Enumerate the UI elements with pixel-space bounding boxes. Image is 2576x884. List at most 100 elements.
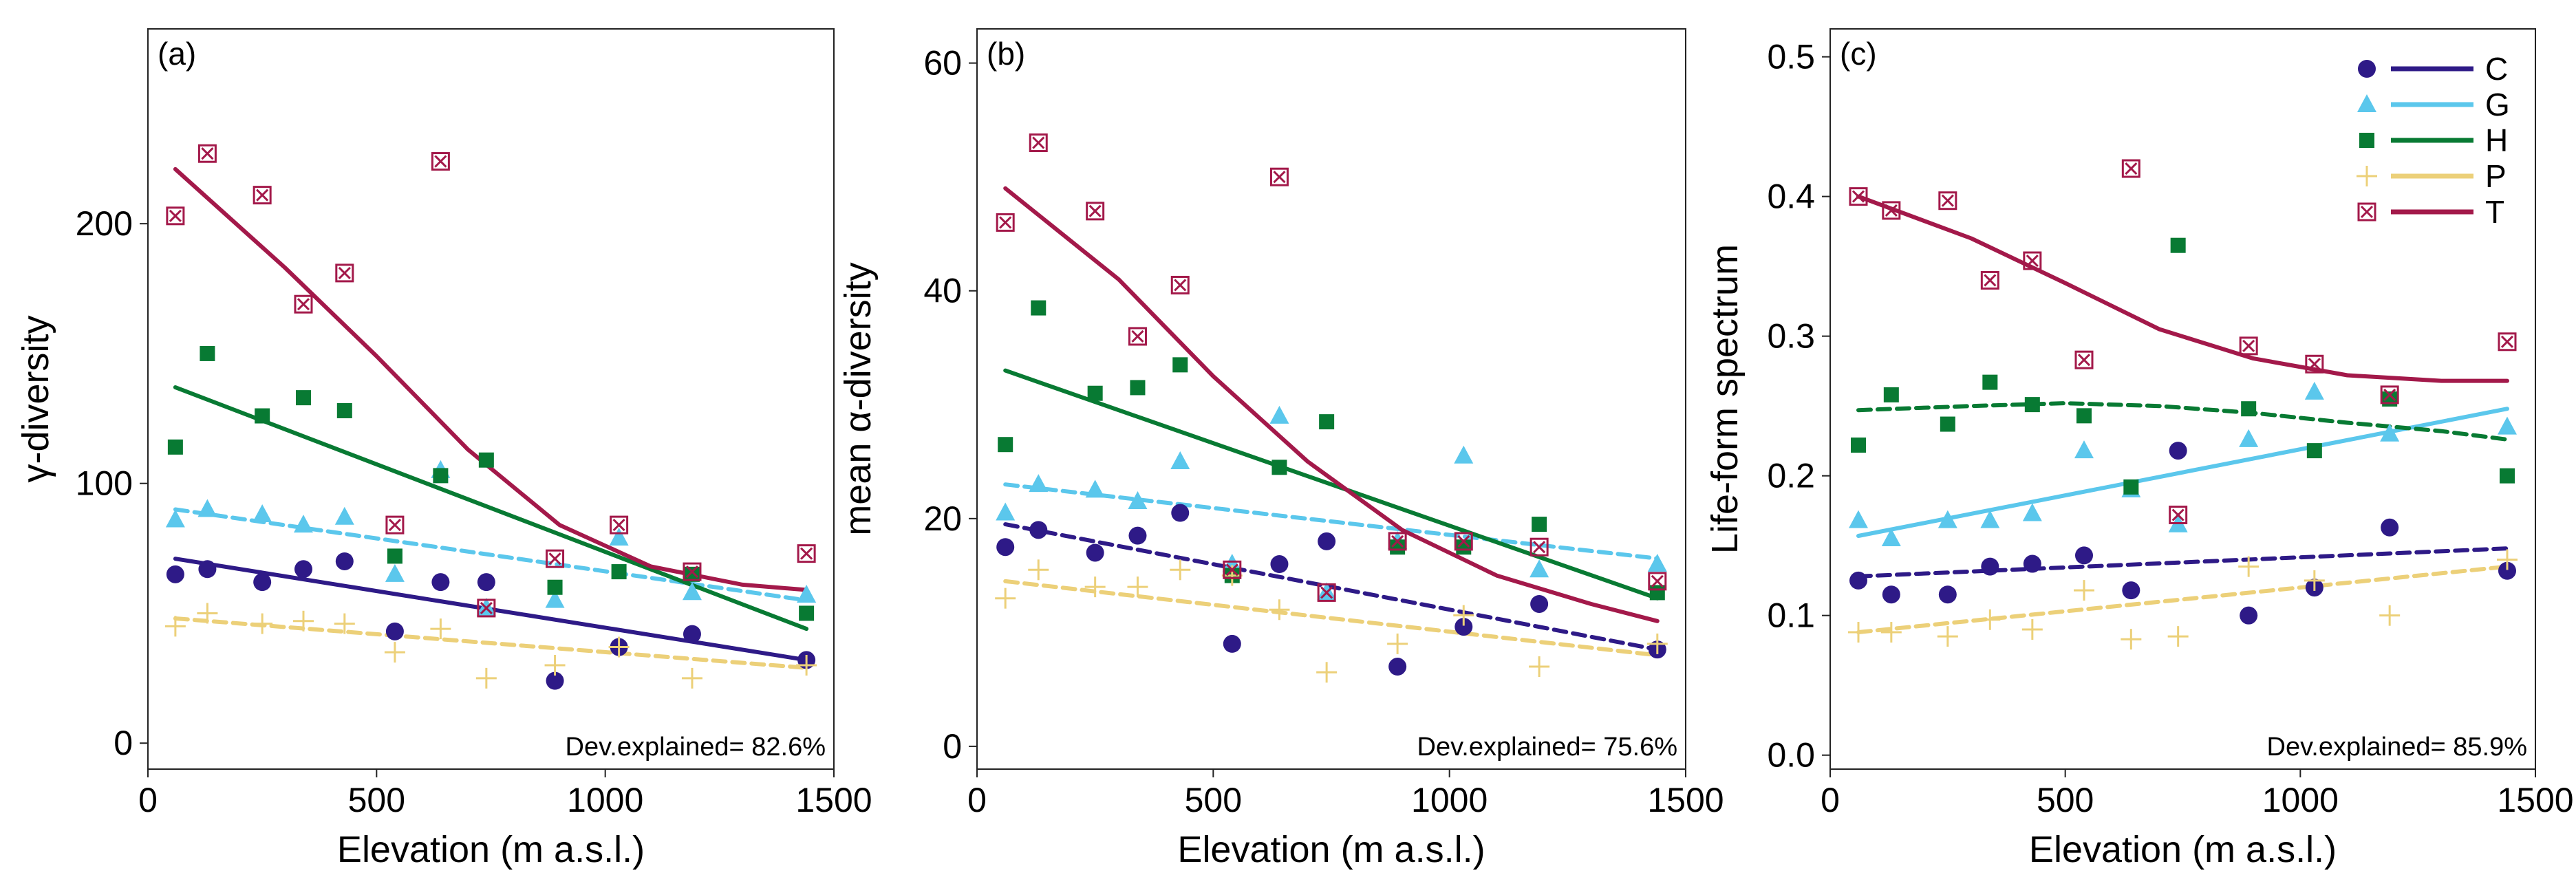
y-tick-label: 0.2 bbox=[1767, 457, 1815, 495]
box-diagonal bbox=[2383, 388, 2396, 401]
legend-marker-T bbox=[2357, 202, 2376, 222]
point-T bbox=[1128, 327, 1147, 346]
point-T bbox=[2121, 159, 2140, 178]
point-T bbox=[166, 206, 185, 226]
point-H bbox=[2306, 443, 2322, 459]
point-P bbox=[1979, 609, 2001, 630]
box-diagonal bbox=[169, 209, 182, 222]
point-P bbox=[1269, 599, 1290, 621]
point-H bbox=[1319, 414, 1335, 430]
point-T bbox=[253, 186, 272, 205]
y-tick-label: 0 bbox=[114, 724, 133, 762]
point-H bbox=[1940, 416, 1955, 432]
fit-line-T bbox=[1003, 186, 1660, 623]
y-tick-label: 200 bbox=[76, 204, 133, 243]
x-tick-label: 500 bbox=[2037, 781, 2094, 819]
point-P bbox=[197, 603, 218, 624]
point-G bbox=[1269, 405, 1289, 424]
box-diagonal bbox=[2077, 354, 2091, 367]
point-G bbox=[545, 590, 565, 608]
legend-label-P: P bbox=[2485, 158, 2507, 194]
point-T bbox=[1530, 537, 1549, 557]
box-outline bbox=[1882, 201, 1901, 220]
point-G bbox=[797, 585, 817, 603]
y-tick-label: 0 bbox=[943, 727, 962, 766]
point-C bbox=[431, 573, 450, 592]
box-outline bbox=[2239, 336, 2258, 356]
plot-frame bbox=[147, 28, 835, 770]
point-G bbox=[1647, 554, 1667, 572]
point-C bbox=[1270, 555, 1289, 574]
point-T bbox=[1029, 133, 1048, 153]
point-G bbox=[1530, 559, 1549, 578]
box-outline bbox=[2074, 350, 2094, 369]
fit-line-P bbox=[173, 616, 809, 670]
point-C bbox=[1171, 504, 1190, 522]
point-C bbox=[2122, 581, 2140, 600]
point-P bbox=[2167, 626, 2189, 647]
point-C bbox=[1455, 618, 1473, 636]
box-outline bbox=[1128, 327, 1147, 346]
y-tick-label: 0.5 bbox=[1767, 38, 1815, 76]
legend-marker-P bbox=[2357, 166, 2377, 186]
box-diagonal bbox=[201, 147, 214, 160]
box-outline bbox=[1849, 187, 1868, 206]
point-H bbox=[998, 437, 1013, 453]
point-T bbox=[1882, 201, 1901, 220]
box-diagonal bbox=[2242, 339, 2255, 352]
point-P bbox=[1848, 622, 1869, 643]
point-H bbox=[2076, 408, 2092, 424]
point-P bbox=[1084, 576, 1106, 598]
box-diagonal bbox=[800, 547, 813, 560]
deviance-explained-label: Dev.explained= 85.9% bbox=[2267, 733, 2528, 762]
point-H bbox=[200, 345, 215, 361]
box-outline bbox=[2357, 202, 2376, 222]
y-axis-title: Life-form spectrum bbox=[1704, 244, 1746, 554]
box-diagonal bbox=[2308, 358, 2321, 371]
point-H bbox=[684, 566, 700, 582]
panel-label: (b) bbox=[987, 36, 1025, 72]
point-T bbox=[477, 599, 496, 618]
point-C bbox=[1938, 585, 1957, 604]
box-diagonal bbox=[685, 565, 699, 579]
point-P bbox=[796, 654, 817, 676]
box-outline bbox=[197, 144, 217, 163]
y-tick-label: 20 bbox=[923, 499, 962, 538]
point-T bbox=[2169, 506, 2188, 525]
point-P bbox=[1028, 559, 1049, 581]
point-H bbox=[478, 452, 494, 468]
point-C bbox=[2240, 606, 2258, 625]
point-T bbox=[1317, 583, 1336, 602]
point-H bbox=[1087, 385, 1103, 401]
point-C bbox=[1086, 543, 1104, 562]
fit-line-G bbox=[1003, 482, 1660, 561]
point-P bbox=[2121, 629, 2142, 650]
point-H bbox=[1271, 460, 1287, 475]
x-tick-label: 1500 bbox=[1647, 781, 1724, 819]
box-diagonal bbox=[999, 216, 1012, 229]
point-H bbox=[2241, 401, 2257, 417]
box-diagonal bbox=[338, 266, 351, 279]
point-P bbox=[164, 616, 186, 637]
point-P bbox=[1937, 626, 1958, 647]
point-P bbox=[544, 654, 566, 676]
box-diagonal bbox=[1088, 204, 1102, 217]
x-axis-title: Elevation (m a.s.l.) bbox=[1177, 829, 1485, 870]
point-P bbox=[334, 613, 355, 634]
point-C bbox=[1128, 526, 1147, 545]
box-diagonal bbox=[2171, 508, 2185, 521]
panel-label: (a) bbox=[158, 36, 196, 72]
legend-marker-H bbox=[2359, 133, 2374, 148]
point-G bbox=[385, 563, 405, 582]
point-P bbox=[1646, 633, 1668, 654]
point-C bbox=[198, 560, 217, 579]
box-outline bbox=[1317, 583, 1336, 602]
fit-line-P bbox=[1856, 564, 2509, 634]
point-G bbox=[2498, 416, 2517, 435]
y-tick-label: 100 bbox=[76, 464, 133, 503]
box-outline bbox=[1648, 572, 1667, 591]
point-G bbox=[1938, 510, 1957, 528]
x-tick-label: 1000 bbox=[567, 781, 643, 819]
point-P bbox=[1880, 622, 1902, 643]
point-P bbox=[2074, 580, 2094, 601]
